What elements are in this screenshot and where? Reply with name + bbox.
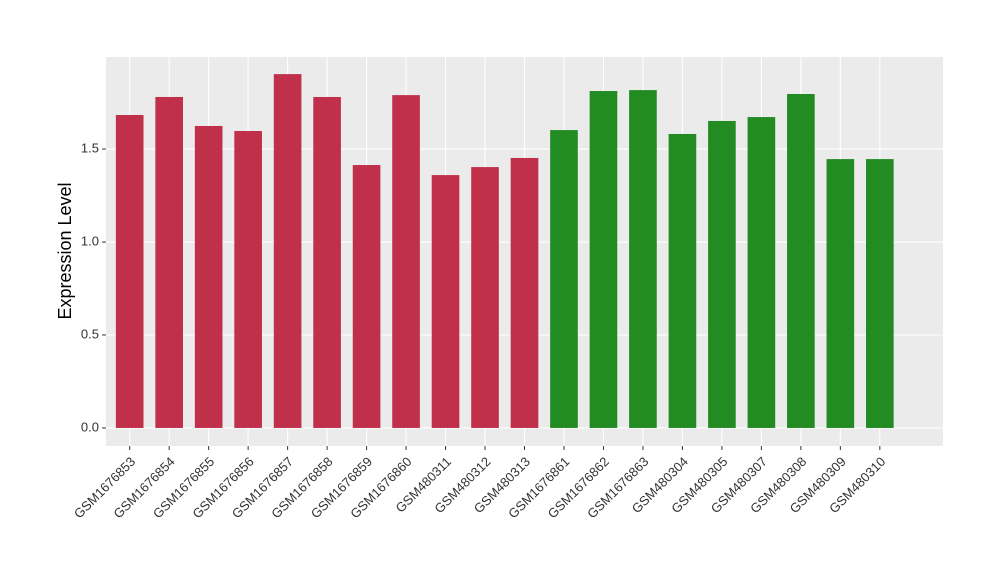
bar — [550, 130, 578, 428]
y-tick-label: 1.5 — [81, 140, 99, 155]
bar — [668, 133, 697, 428]
bar — [115, 115, 144, 428]
y-tick-label: 1.0 — [81, 233, 99, 248]
bar — [510, 157, 539, 428]
y-tick-label: 0.0 — [81, 419, 99, 434]
bar — [155, 96, 183, 428]
bar — [392, 95, 420, 428]
y-tick-label: 0.5 — [81, 326, 99, 341]
bar — [629, 90, 657, 428]
bar — [787, 94, 815, 428]
bar — [866, 159, 894, 428]
bar — [708, 120, 736, 428]
bar — [352, 165, 381, 428]
bar — [589, 91, 618, 428]
bar — [234, 131, 262, 428]
bar — [431, 175, 460, 428]
bar — [826, 159, 855, 428]
bar — [471, 167, 499, 428]
y-axis-label: Expression Level — [55, 182, 75, 319]
bar — [313, 96, 341, 428]
bar — [273, 74, 302, 428]
bar — [747, 117, 776, 428]
bar — [194, 125, 223, 428]
